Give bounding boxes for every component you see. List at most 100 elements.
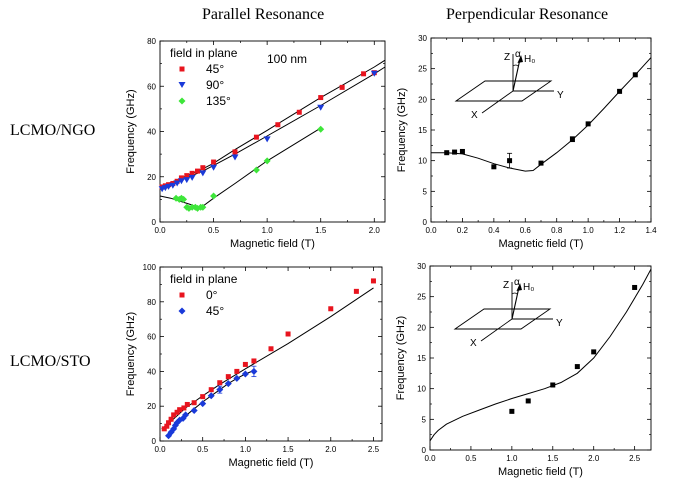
ngo-perpendicular-plot-frame bbox=[430, 37, 652, 223]
sto-parallel-data-point-s0 bbox=[242, 361, 248, 367]
sto-parallel-data-point-s0 bbox=[370, 278, 376, 284]
sto-parallel-y-tick-label: 0 bbox=[152, 437, 157, 446]
sto-parallel-data-point-s0 bbox=[217, 380, 223, 386]
ngo-perpendicular-data-point-s0 bbox=[569, 136, 575, 142]
sto-parallel-data-point-s0 bbox=[208, 387, 214, 393]
sto-parallel-y-tick-label: 80 bbox=[147, 298, 156, 307]
ngo-parallel-data-point-s1 bbox=[210, 164, 218, 171]
row-label-ngo: LCMO/NGO bbox=[10, 122, 96, 139]
sto-parallel-legend-marker bbox=[178, 307, 186, 315]
ngo-perpendicular-y-tick-label: 10 bbox=[418, 157, 427, 166]
sto-perpendicular-inset-x-axis bbox=[480, 318, 513, 342]
ngo-perpendicular-data-point-s0 bbox=[444, 150, 450, 156]
ngo-parallel-x-tick-label: 2.0 bbox=[369, 226, 381, 235]
ngo-parallel-x-tick-label: 0.5 bbox=[208, 226, 220, 235]
ngo-perpendicular-inset-field-arrow bbox=[512, 58, 521, 92]
ngo-parallel-data-point-s1 bbox=[263, 136, 271, 143]
sto-parallel-y-tick-label: 100 bbox=[143, 263, 157, 272]
sto-parallel-data-point-s0 bbox=[181, 405, 187, 411]
ngo-perpendicular-panel: 0.0 0.2 0.4 0.6 0.8 1.0 1.2 1.4 0 5 10 15 20 25 30 Magn… bbox=[396, 34, 657, 250]
ngo-parallel-data-point-s1 bbox=[188, 174, 196, 181]
ngo-perpendicular-fit-curve bbox=[431, 57, 652, 172]
sto-perpendicular-data-point-s0 bbox=[574, 364, 580, 370]
sto-parallel-x-tick-label: 1.5 bbox=[283, 445, 295, 454]
sto-parallel-data-point-s0 bbox=[191, 400, 197, 406]
ngo-parallel-legend-marker bbox=[178, 82, 186, 88]
ngo-perpendicular-inset-plane bbox=[454, 80, 553, 102]
column-title-parallel: Parallel Resonance bbox=[202, 6, 325, 23]
sto-perpendicular-inset-y-label: Y bbox=[556, 318, 563, 329]
sto-parallel-data-point-s1 bbox=[216, 386, 224, 394]
ngo-parallel-legend-label: 45° bbox=[206, 62, 224, 76]
sto-perpendicular-inset-z-label: Z bbox=[503, 280, 509, 291]
ngo-parallel-data-point-s1 bbox=[165, 183, 173, 190]
ngo-parallel-x-tick-label: 0.0 bbox=[154, 226, 166, 235]
ngo-parallel-legend-label: 90° bbox=[206, 78, 224, 92]
sto-parallel-legend-marker bbox=[179, 292, 185, 298]
sto-perpendicular-y-tick-label: 5 bbox=[422, 415, 427, 424]
ngo-parallel-data-point-s0 bbox=[184, 173, 190, 179]
ngo-perpendicular-data-point-s0 bbox=[538, 160, 544, 166]
sto-parallel-data-point-s0 bbox=[171, 412, 177, 418]
ngo-perpendicular-x-tick-label: 1.2 bbox=[614, 226, 626, 235]
ngo-parallel-data-point-s2 bbox=[199, 203, 207, 211]
sto-parallel-data-point-s0 bbox=[161, 426, 167, 432]
ngo-parallel-data-point-s1 bbox=[199, 170, 207, 177]
ngo-perpendicular-x-tick-label: 0.6 bbox=[520, 226, 532, 235]
sto-perpendicular-y-tick-label: 15 bbox=[417, 354, 426, 363]
ngo-perpendicular-data-point-s0 bbox=[617, 88, 623, 94]
ngo-parallel-data-point-s2 bbox=[210, 192, 218, 200]
sto-perpendicular-inset-x-label: X bbox=[470, 338, 477, 349]
sto-parallel-data-point-s1 bbox=[250, 367, 258, 375]
sto-parallel-x-tick-label: 1.0 bbox=[240, 445, 252, 454]
ngo-parallel-data-point-s0 bbox=[339, 84, 345, 90]
ngo-parallel-y-axis-label: Frequency (GHz) bbox=[125, 89, 137, 173]
sto-parallel-x-tick-label: 2.5 bbox=[368, 445, 380, 454]
ngo-perpendicular-x-axis-label: Magnetic field (T) bbox=[499, 238, 584, 250]
sto-perpendicular-panel: 0.0 0.5 1.0 1.5 2.0 2.5 0 5 10 15 20 25 30 Magnetic f… bbox=[395, 262, 652, 478]
ngo-parallel-plot-frame bbox=[159, 40, 386, 223]
ngo-perpendicular-data-point-s0 bbox=[459, 148, 465, 154]
ngo-parallel-data-point-s0 bbox=[189, 170, 195, 176]
ngo-perpendicular-inset-z-label: Z bbox=[504, 52, 510, 63]
ngo-parallel-data-point-s0 bbox=[232, 149, 238, 155]
row-label-sto: LCMO/STO bbox=[10, 353, 91, 370]
ngo-parallel-y-tick-label: 40 bbox=[147, 128, 156, 137]
sto-parallel-data-point-s0 bbox=[200, 394, 206, 400]
ngo-parallel-data-point-s2 bbox=[263, 157, 271, 165]
sto-parallel-data-point-s0 bbox=[184, 401, 190, 407]
sto-parallel-data-point-s0 bbox=[177, 407, 183, 413]
sto-parallel-data-point-s0 bbox=[234, 368, 240, 374]
sto-parallel-legend-label: 45° bbox=[206, 304, 224, 318]
sto-perpendicular-y-tick-label: 0 bbox=[422, 446, 427, 455]
ngo-perpendicular-inset-alpha-label: α bbox=[515, 49, 521, 60]
sto-parallel-data-point-s0 bbox=[174, 409, 180, 415]
ngo-parallel-data-point-s1 bbox=[231, 154, 239, 161]
ngo-perpendicular-data-point-s0 bbox=[452, 149, 458, 155]
sto-parallel-legend-title: field in plane bbox=[170, 272, 238, 286]
ngo-parallel-legend-marker bbox=[179, 66, 185, 72]
sto-perpendicular-x-tick-label: 2.0 bbox=[588, 454, 600, 463]
sto-perpendicular-inset-arrowhead bbox=[516, 283, 522, 291]
ngo-perpendicular-inset-arrowhead bbox=[517, 55, 523, 63]
ngo-parallel-data-point-s1 bbox=[169, 182, 177, 189]
ngo-perpendicular-y-tick-label: 5 bbox=[423, 187, 428, 196]
sto-parallel-data-point-s0 bbox=[225, 374, 231, 380]
ngo-parallel-legend-label: 135° bbox=[206, 94, 231, 108]
ngo-parallel-data-point-s0 bbox=[195, 168, 200, 174]
sto-perpendicular-x-tick-label: 0.5 bbox=[465, 454, 477, 463]
sto-parallel-data-point-s0 bbox=[251, 358, 257, 364]
sto-perpendicular-x-tick-label: 1.0 bbox=[506, 454, 518, 463]
ngo-perpendicular-x-tick-label: 0.2 bbox=[457, 226, 469, 235]
sto-parallel-data-point-s0 bbox=[268, 346, 274, 352]
sto-parallel-data-point-s0 bbox=[285, 331, 291, 337]
sto-perpendicular-x-axis-label: Magnetic field (T) bbox=[498, 466, 583, 478]
sto-perpendicular-x-tick-label: 2.5 bbox=[629, 454, 641, 463]
sto-parallel-data-point-s1 bbox=[207, 392, 215, 400]
ngo-parallel-data-point-s0 bbox=[211, 159, 217, 165]
ngo-perpendicular-data-point-s0 bbox=[585, 121, 591, 127]
ngo-parallel-data-point-s0 bbox=[253, 134, 259, 140]
ngo-parallel-data-point-s2 bbox=[317, 125, 325, 133]
column-title-perpendicular: Perpendicular Resonance bbox=[446, 6, 609, 23]
